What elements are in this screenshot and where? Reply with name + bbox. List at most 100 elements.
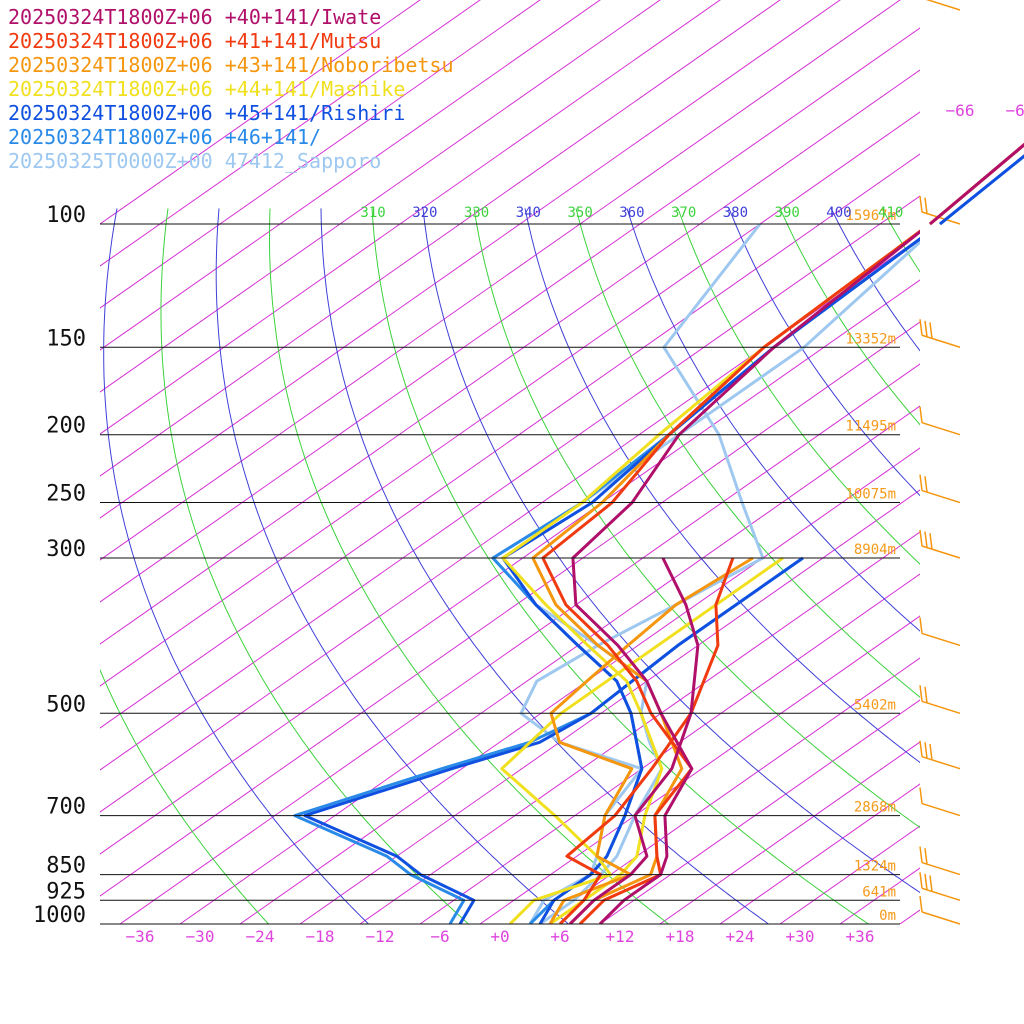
wind-barb-staff	[921, 334, 961, 348]
height-label: 0m	[879, 908, 896, 924]
x-tick-label: −30	[186, 927, 215, 946]
isotherm-line	[159, 0, 559, 225]
height-label: 11495m	[845, 419, 896, 435]
isotherm-line	[299, 223, 920, 924]
height-label: 5402m	[854, 697, 896, 713]
pressure-label: 700	[46, 795, 86, 820]
isotherm-line	[599, 223, 920, 924]
isotherm-line	[100, 0, 499, 225]
x-tick-label: +0	[490, 927, 509, 946]
isotherm-line	[699, 0, 920, 225]
isotherm-line	[100, 223, 401, 924]
dry-adiabat-line	[933, 208, 1024, 938]
pressure-label: 500	[46, 692, 86, 717]
wind-barb-staff	[921, 755, 961, 770]
wind-barb	[919, 406, 961, 436]
isotherm-line	[100, 223, 821, 924]
height-label: 15967m	[845, 208, 896, 224]
wind-barb-flag	[919, 195, 923, 213]
wind-barb-flag	[924, 197, 928, 214]
dry-adiabat-line	[268, 208, 689, 924]
isotherm-line	[219, 0, 619, 225]
isotherm-line	[960, 224, 1024, 924]
dewpoint-line	[548, 556, 754, 924]
dry-adiabat-line	[626, 208, 920, 924]
wind-barb	[919, 319, 961, 348]
pressure-label: 850	[46, 854, 86, 879]
isotherm-line	[100, 223, 920, 924]
x-tick-label: −36	[126, 927, 155, 946]
x-tick-label: −24	[246, 927, 275, 946]
temperature-extension	[939, 154, 1024, 226]
isotherm-line	[100, 223, 281, 924]
temperature-extension	[929, 142, 1024, 226]
wind-barb-staff	[921, 489, 961, 504]
legend-entry: 20250325T0000Z+00 47412_Sapporo	[8, 149, 381, 173]
wind-barb-staff	[921, 887, 961, 902]
x-tick-label: +24	[726, 927, 755, 946]
legend: 20250324T1800Z+06 +40+141/Iwate20250324T…	[8, 5, 454, 173]
wind-barb-flag	[919, 685, 923, 702]
isotherm-line	[759, 0, 920, 225]
wind-barb-staff	[921, 422, 961, 436]
wind-barb-flag	[924, 476, 928, 493]
isotherm-line	[100, 223, 641, 924]
wind-barb	[919, 685, 961, 714]
isotherm-line	[839, 223, 920, 924]
wind-barb	[919, 195, 961, 225]
isotherm-line	[239, 223, 920, 924]
isotherm-line	[119, 223, 920, 924]
pressure-label: 100	[46, 203, 86, 228]
dry-adiabat-line	[160, 208, 486, 924]
wind-barb-staff	[921, 545, 961, 559]
upper-extension	[929, 142, 1024, 226]
dry-adiabat-line	[677, 208, 920, 924]
isotherm-line	[579, 0, 920, 225]
theta-label: 360	[619, 205, 644, 221]
wind-barb-flag	[924, 873, 928, 890]
theta-label: 390	[775, 205, 800, 221]
wind-barb-flag	[919, 895, 923, 913]
theta-label: 310	[360, 205, 385, 221]
isotherm-line	[100, 223, 581, 924]
isotherm-line	[100, 223, 920, 924]
wind-barb-staff	[921, 802, 961, 817]
isotherm-line	[179, 223, 920, 924]
wind-barb-flag	[929, 533, 933, 550]
pressure-label: 925	[46, 879, 86, 904]
temperature-line	[541, 222, 920, 924]
theta-label: 410	[878, 205, 903, 221]
wind-barb-flag	[919, 406, 923, 423]
isotherm-line	[279, 0, 679, 225]
wind-barb-flag	[929, 743, 933, 760]
dewpoint-line	[558, 557, 735, 924]
isotherm-line	[779, 223, 920, 924]
wind-barb-flag	[924, 531, 928, 548]
wind-barb-flag	[924, 848, 928, 865]
isotherm-line	[419, 223, 920, 924]
isotherm-line	[100, 223, 881, 924]
legend-entry: 20250324T1800Z+06 +43+141/Noboribetsu	[8, 53, 454, 77]
theta-label: 330	[464, 205, 489, 221]
pressure-label: 150	[46, 326, 86, 351]
wind-barb-flag	[919, 474, 923, 491]
axis-labels: 100 15967m 150 13352m 200 11495m 250 10075m 300 8…	[33, 101, 1024, 946]
top-temp-label: −66	[946, 101, 975, 120]
wind-barb-staff	[925, 0, 961, 11]
dewpoint-line	[568, 557, 700, 924]
theta-label: 320	[412, 205, 437, 221]
pressure-label: 200	[46, 414, 86, 439]
wind-barb	[919, 872, 961, 902]
wind-barb-staff	[921, 911, 961, 925]
wind-barb-flag	[919, 529, 923, 547]
wind-barb-flag	[929, 322, 933, 339]
dry-adiabat-line	[575, 208, 920, 924]
height-label: 8904m	[854, 542, 896, 558]
dry-adiabat-line	[881, 208, 920, 924]
height-label: 2868m	[854, 800, 896, 816]
wind-barb-staff	[921, 700, 961, 714]
dry-adiabat-line	[779, 208, 920, 924]
isotherm-line	[100, 223, 761, 924]
wind-barb	[919, 846, 961, 876]
dewpoint-line	[519, 223, 765, 924]
